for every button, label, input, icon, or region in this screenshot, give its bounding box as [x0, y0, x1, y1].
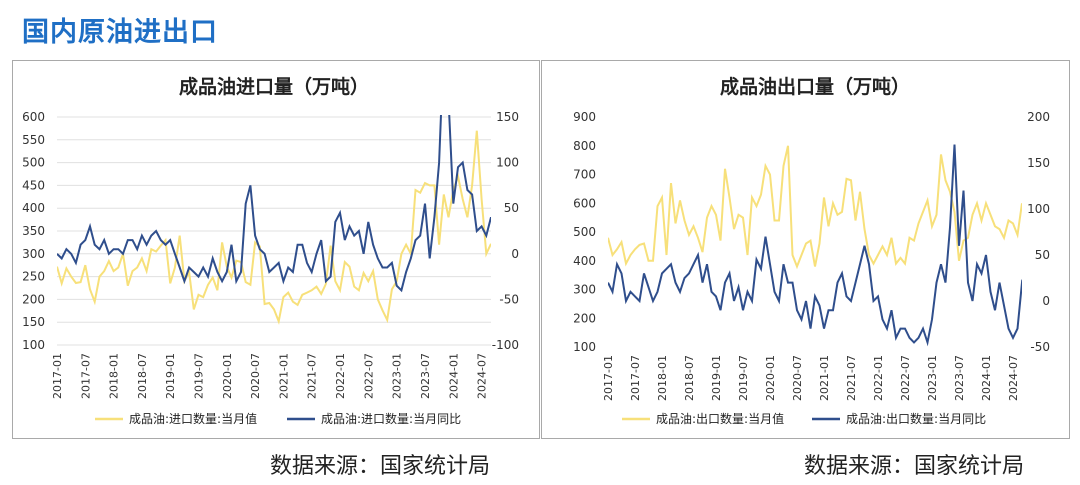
- left-axis-tick-label: 200: [22, 292, 45, 306]
- x-axis-tick-label: 2018-01: [656, 355, 669, 401]
- x-axis-tick-label: 2018-01: [108, 353, 121, 399]
- right-axis-tick-label: 0: [511, 247, 519, 261]
- left-axis-tick-label: 550: [22, 133, 45, 147]
- right-axis-tick-label: 100: [1027, 202, 1050, 216]
- left-axis-tick-label: 300: [22, 247, 45, 261]
- x-axis-tick-label: 2021-07: [845, 355, 858, 401]
- right-axis-tick-label: 150: [496, 110, 519, 124]
- import-chart-panel: 成品油进口量（万吨） 100 150 200 250 300 350 400 450 500 550…: [12, 60, 540, 439]
- left-axis-tick-label: 400: [22, 201, 45, 215]
- left-axis-tick-label: 700: [573, 168, 596, 182]
- x-axis-tick-label: 2024-01: [980, 355, 993, 401]
- right-axis-tick-label: 50: [504, 201, 519, 215]
- right-axis-tick-label: 100: [496, 156, 519, 170]
- series-line-yoy: [57, 115, 491, 293]
- x-axis-tick-label: 2020-07: [791, 355, 804, 401]
- x-axis-tick-label: 2018-07: [683, 355, 696, 401]
- left-axis-tick-label: 500: [22, 156, 45, 170]
- x-axis-tick-label: 2019-01: [710, 355, 723, 401]
- x-axis-tick-label: 2019-01: [164, 353, 177, 399]
- import-chart: 成品油进口量（万吨）100150200250300350400450500550…: [22, 75, 519, 426]
- x-axis-tick-label: 2023-07: [953, 355, 966, 401]
- x-axis-tick-label: 2022-01: [334, 353, 347, 399]
- x-axis-tick-label: 2022-07: [899, 355, 912, 401]
- x-axis-tick-label: 2021-07: [306, 353, 319, 399]
- data-source-right: 数据来源：国家统计局: [804, 454, 1025, 479]
- x-axis-tick-label: 2017-07: [79, 353, 92, 399]
- x-axis-tick-label: 2019-07: [193, 353, 206, 399]
- left-axis-tick-label: 100: [573, 340, 596, 354]
- page-title: 国内原油进出口: [22, 17, 218, 48]
- right-axis-tick-label: 200: [1027, 110, 1050, 124]
- x-axis-tick-label: 2017-01: [602, 355, 615, 401]
- left-axis-tick-label: 300: [573, 283, 596, 297]
- legend-label: 成品油:出口数量:当月同比: [846, 411, 986, 426]
- left-axis-tick-label: 150: [22, 315, 45, 329]
- x-axis-tick-label: 2017-07: [629, 355, 642, 401]
- legend-label: 成品油:进口数量:当月值: [129, 411, 257, 426]
- left-axis-tick-label: 800: [573, 139, 596, 153]
- x-axis-tick-label: 2021-01: [818, 355, 831, 401]
- x-axis-tick-label: 2017-01: [51, 353, 64, 399]
- x-axis-tick-label: 2024-01: [447, 353, 460, 399]
- x-axis-tick-label: 2024-07: [476, 353, 489, 399]
- chart-title: 成品油进口量（万吨）: [179, 75, 369, 98]
- data-source-left: 数据来源：国家统计局: [270, 454, 491, 479]
- left-axis-tick-label: 350: [22, 224, 45, 238]
- left-axis-tick-label: 600: [573, 196, 596, 210]
- right-axis-tick-label: 50: [1035, 248, 1050, 262]
- series-line-monthly-value: [608, 145, 1022, 270]
- x-axis-tick-label: 2020-07: [249, 353, 262, 399]
- left-axis-tick-label: 100: [22, 338, 45, 352]
- left-axis-tick-label: 400: [573, 254, 596, 268]
- left-axis-tick-label: 900: [573, 110, 596, 124]
- right-axis-tick-label: 0: [1042, 294, 1050, 308]
- series-line-yoy: [608, 144, 1022, 347]
- right-axis-tick-label: 150: [1027, 156, 1050, 170]
- x-axis-tick-label: 2020-01: [764, 355, 777, 401]
- x-axis-tick-label: 2022-07: [362, 353, 375, 399]
- series-line-monthly-value: [57, 130, 491, 325]
- left-axis-tick-label: 450: [22, 178, 45, 192]
- x-axis-tick-label: 2023-01: [391, 353, 404, 399]
- chart-title: 成品油出口量（万吨）: [720, 75, 910, 98]
- x-axis-tick-label: 2019-07: [737, 355, 750, 401]
- legend-label: 成品油:出口数量:当月值: [656, 411, 784, 426]
- x-axis-tick-label: 2020-01: [221, 353, 234, 399]
- x-axis-tick-label: 2023-07: [419, 353, 432, 399]
- x-axis-tick-label: 2024-07: [1007, 355, 1020, 401]
- left-axis-tick-label: 200: [573, 311, 596, 325]
- legend-label: 成品油:进口数量:当月同比: [321, 411, 461, 426]
- x-axis-tick-label: 2018-07: [136, 353, 149, 399]
- export-chart: 成品油出口量（万吨）100200300400500600700800900-50…: [573, 75, 1050, 426]
- left-axis-tick-label: 250: [22, 270, 45, 284]
- right-axis-tick-label: -50: [499, 292, 519, 306]
- left-axis-tick-label: 600: [22, 110, 45, 124]
- x-axis-tick-label: 2023-01: [926, 355, 939, 401]
- left-axis-tick-label: 500: [573, 225, 596, 239]
- export-chart-panel: 成品油出口量（万吨） 100 200 300 400 500 600 700 800 900 -50…: [541, 60, 1070, 439]
- x-axis-tick-label: 2022-01: [872, 355, 885, 401]
- right-axis-tick-label: -50: [1030, 340, 1050, 354]
- right-axis-tick-label: -100: [492, 338, 519, 352]
- x-axis-tick-label: 2021-01: [277, 353, 290, 399]
